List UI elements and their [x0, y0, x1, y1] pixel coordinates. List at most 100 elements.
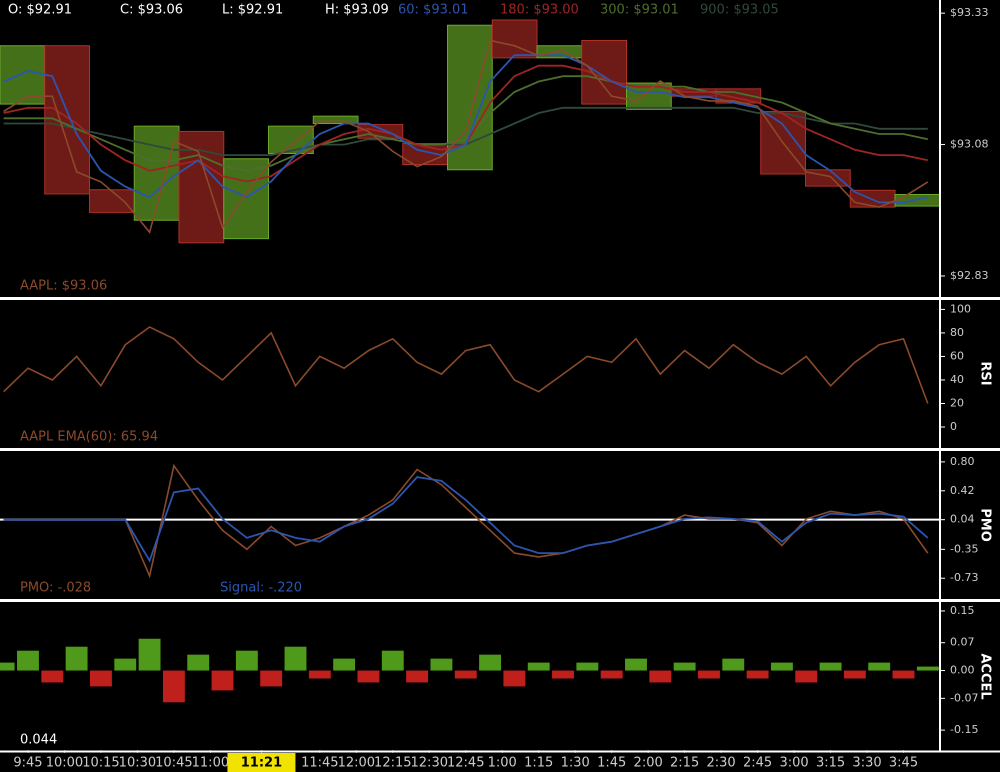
histogram-bar	[698, 670, 720, 679]
x-tick-label: 12:45	[447, 756, 484, 771]
x-tick-label: 10:45	[155, 756, 192, 771]
candle-body	[447, 24, 493, 171]
histogram-bar	[600, 670, 623, 679]
ohlc-label: O: $92.91	[8, 3, 72, 18]
legend-label: 180: $93.00	[500, 3, 579, 18]
histogram-bar	[552, 670, 574, 679]
x-tick-label: 12:30	[411, 756, 448, 771]
y-tick-label: 60	[950, 349, 964, 362]
candle-body	[89, 189, 135, 213]
candle-body	[312, 115, 359, 125]
y-tick-label: -0.15	[950, 723, 978, 736]
y-tick-label: $92.83	[950, 269, 989, 282]
histogram-bar	[795, 670, 818, 683]
histogram-bar	[503, 670, 526, 687]
y-tick-label: 0.42	[950, 484, 975, 497]
histogram-bar	[406, 670, 429, 683]
histogram-bar	[0, 662, 15, 671]
histogram-bar	[430, 658, 453, 671]
y-tick-label: $93.33	[950, 6, 989, 19]
histogram-bar	[819, 662, 842, 671]
legend-label: 60: $93.01	[398, 3, 469, 18]
ohlc-label: H: $93.09	[325, 3, 389, 18]
histogram-bar	[308, 670, 331, 679]
histogram-bar	[770, 662, 793, 671]
x-tick-label: 10:15	[82, 756, 119, 771]
histogram-bar	[746, 670, 769, 679]
series-line	[3, 75, 928, 172]
legend-label: AAPL: $93.06	[20, 279, 107, 294]
histogram-bar	[479, 654, 502, 671]
histogram-bar	[576, 662, 599, 671]
x-tick-label: 2:00	[634, 756, 663, 771]
legend-label: AAPL EMA(60): 65.94	[20, 430, 158, 445]
x-tick-label: 12:00	[338, 756, 375, 771]
candle-body	[805, 169, 851, 187]
y-tick-label: 0.04	[950, 513, 975, 526]
x-tick-label: 1:30	[561, 756, 590, 771]
x-tick-label: 3:00	[779, 756, 808, 771]
candle-body	[0, 45, 46, 105]
x-tick-label: 10:00	[46, 756, 83, 771]
x-tick-label: 10:30	[119, 756, 156, 771]
readout-label: 0.044	[20, 733, 57, 748]
y-tick-label: 40	[950, 373, 964, 386]
y-tick-label: 100	[950, 302, 971, 315]
panel-label: PMO	[978, 508, 993, 542]
x-tick-label: 1:00	[488, 756, 517, 771]
histogram-bar	[454, 670, 477, 679]
histogram-bar	[260, 670, 283, 687]
y-tick-label: -0.07	[950, 691, 978, 704]
histogram-bar	[162, 670, 185, 703]
candle-body	[44, 45, 91, 195]
x-tick-label: 2:45	[743, 756, 772, 771]
histogram-bar	[649, 670, 672, 683]
y-tick-label: -0.73	[950, 571, 978, 584]
histogram-bar	[892, 670, 915, 679]
legend-label: PMO: -.028	[20, 581, 91, 596]
series-line	[3, 476, 929, 563]
histogram-bar	[333, 658, 356, 671]
panel-label: RSI	[978, 361, 993, 385]
histogram-bar	[235, 650, 258, 671]
y-tick-label: -0.35	[950, 542, 978, 555]
y-tick-label: 0.07	[950, 636, 975, 649]
x-tick-label: 3:15	[816, 756, 845, 771]
y-tick-label: 20	[950, 396, 964, 409]
series-line	[3, 39, 929, 235]
histogram-bar	[357, 670, 380, 683]
plot-layer: $93.33 $93.08 $92.83 O: $92.91 C: $93.06 L: $…	[0, 3, 993, 772]
histogram-bar	[138, 638, 161, 671]
cursor-highlight	[227, 753, 296, 772]
series-line	[3, 326, 929, 404]
histogram-bar	[843, 670, 866, 679]
histogram-bar	[868, 662, 891, 671]
histogram-bar	[381, 650, 404, 671]
legend-label: Signal: -.220	[220, 581, 302, 596]
ohlc-label: C: $93.06	[120, 3, 183, 18]
x-tick-label: 3:45	[889, 756, 918, 771]
y-tick-label: 0.00	[950, 664, 975, 677]
x-tick-label: 9:45	[13, 756, 42, 771]
y-tick-label: 0	[950, 420, 957, 433]
histogram-bar	[916, 666, 939, 671]
legend-label: 900: $93.05	[700, 3, 779, 18]
x-tick-label: 1:45	[597, 756, 626, 771]
x-tick-label: 11:00	[192, 756, 229, 771]
histogram-bar	[527, 662, 550, 671]
histogram-bar	[65, 646, 88, 671]
histogram-bar	[722, 658, 745, 671]
candle-body	[178, 130, 225, 244]
histogram-bar	[17, 650, 39, 671]
x-tick-label: 12:15	[374, 756, 411, 771]
x-tick-label: 11:21	[241, 756, 282, 771]
x-tick-label: 3:30	[852, 756, 881, 771]
y-tick-label: $93.08	[950, 138, 989, 151]
ohlc-label: L: $92.91	[222, 3, 283, 18]
series-line	[3, 54, 928, 204]
y-tick-label: 0.80	[950, 455, 975, 468]
histogram-bar	[187, 654, 210, 671]
legend-label: 300: $93.01	[600, 3, 679, 18]
x-tick-label: 1:15	[524, 756, 553, 771]
